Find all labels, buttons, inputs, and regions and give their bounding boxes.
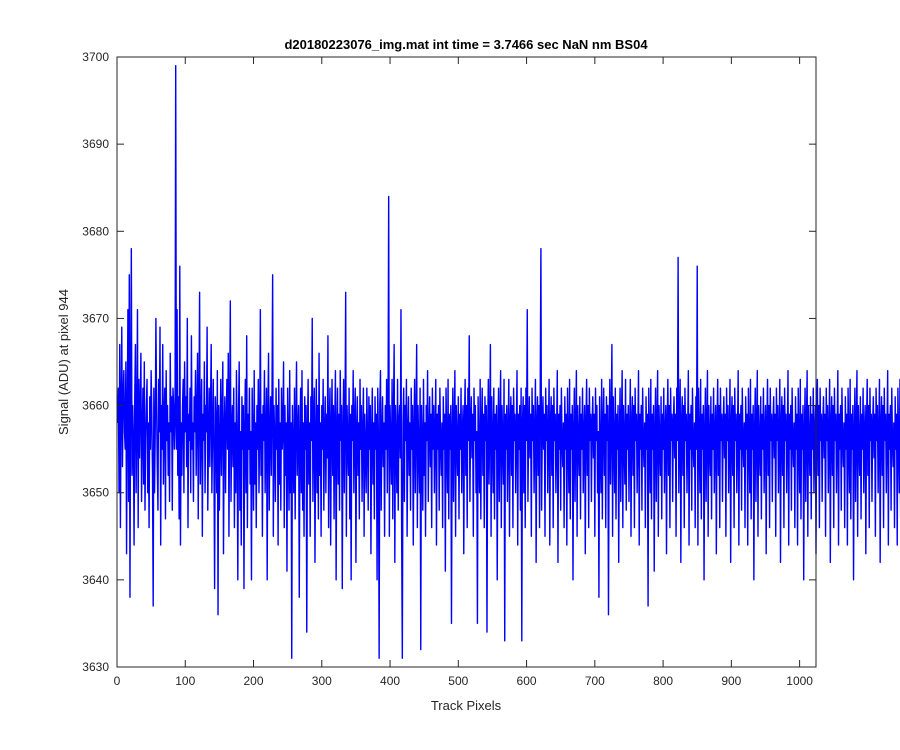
- y-tick-label: 3660: [82, 399, 109, 413]
- plot-area-background: [117, 57, 816, 667]
- y-tick-label: 3650: [82, 486, 109, 500]
- x-axis-label: Track Pixels: [431, 698, 502, 713]
- y-tick-label: 3630: [82, 660, 109, 674]
- y-axis: 3630 3640 3650 3660 3670 3680 3690 3700: [82, 50, 816, 674]
- y-tick-label: 3670: [82, 311, 109, 325]
- y-tick-label: 3640: [82, 573, 109, 587]
- x-axis: 0 100 200 300 400 500 600 700 800 900 1000: [114, 57, 813, 688]
- plot-frame: [116, 56, 817, 668]
- x-tick-label: 500: [448, 674, 468, 688]
- y-tick-label: 3700: [82, 50, 109, 64]
- x-tick-label: 600: [517, 674, 537, 688]
- x-tick-label: 700: [585, 674, 605, 688]
- y-axis-label: Signal (ADU) at pixel 944: [56, 289, 71, 435]
- y-tick-label: 3690: [82, 137, 109, 151]
- x-tick-label: 300: [312, 674, 332, 688]
- x-tick-label: 200: [244, 674, 264, 688]
- x-tick-label: 100: [175, 674, 195, 688]
- x-tick-label: 400: [380, 674, 400, 688]
- x-tick-label: 0: [114, 674, 121, 688]
- chart-title: d20180223076_img.mat int time = 3.7466 s…: [284, 37, 648, 52]
- y-tick-label: 3680: [82, 224, 109, 238]
- x-tick-label: 1000: [786, 674, 813, 688]
- series-line-1: [116, 65, 900, 659]
- series-layer: [116, 65, 900, 659]
- x-tick-label: 900: [721, 674, 741, 688]
- x-tick-label: 800: [653, 674, 673, 688]
